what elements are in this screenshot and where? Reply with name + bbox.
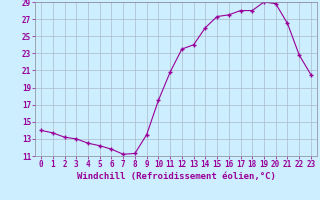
X-axis label: Windchill (Refroidissement éolien,°C): Windchill (Refroidissement éolien,°C)	[76, 172, 276, 181]
